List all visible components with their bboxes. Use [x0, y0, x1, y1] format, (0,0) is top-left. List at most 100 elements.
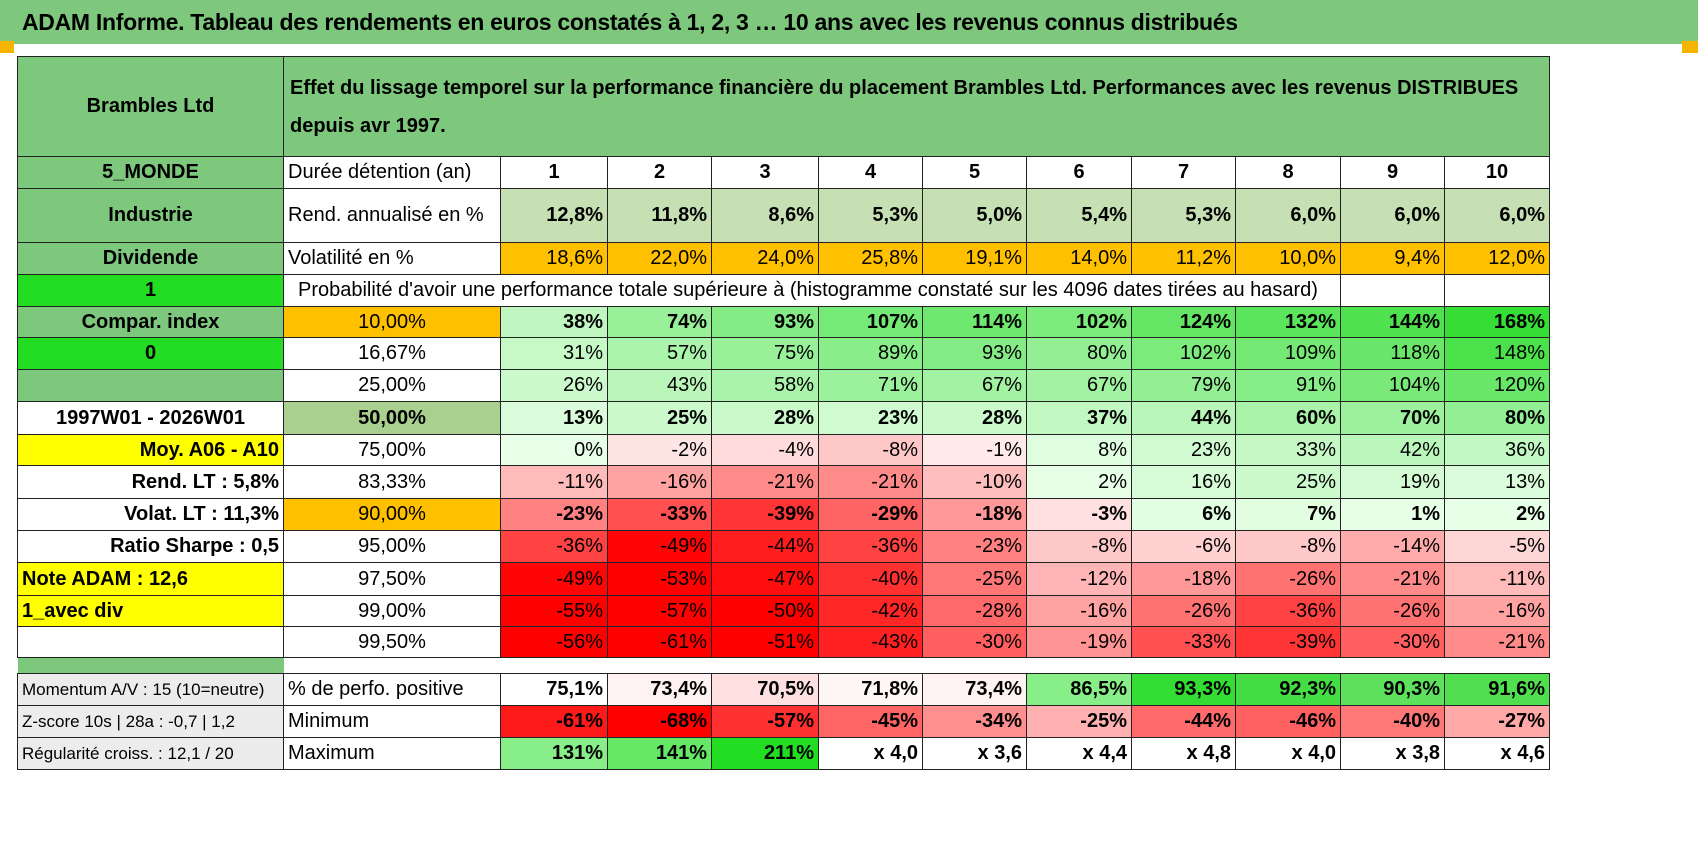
- quantile-cell: -57%: [607, 595, 712, 627]
- rend-cell: 5,4%: [1026, 188, 1132, 243]
- minimum-cell: -27%: [1444, 705, 1550, 738]
- year-cell: 10: [1444, 156, 1550, 189]
- positive-cell: 90,3%: [1340, 673, 1445, 706]
- year-cell: 5: [922, 156, 1027, 189]
- empty-cell: [1340, 274, 1445, 307]
- quantile-cell: 25%: [1235, 465, 1341, 499]
- positive-cell: 70,5%: [711, 673, 819, 706]
- quantile-cell: 89%: [818, 337, 923, 370]
- company-name: Brambles Ltd: [17, 56, 284, 157]
- positive-cell: 73,4%: [922, 673, 1027, 706]
- quantile-cell: 70%: [1340, 401, 1445, 435]
- quantile-cell: -29%: [818, 498, 923, 531]
- quantile-cell: -4%: [711, 434, 819, 466]
- rend-cell: 5,3%: [1131, 188, 1236, 243]
- volat-cell: 11,2%: [1131, 242, 1236, 275]
- performance-table: Brambles Ltd Effet du lissage temporel s…: [17, 56, 1550, 770]
- maximum-cell: x 4,4: [1026, 737, 1132, 770]
- quantile-cell: -33%: [607, 498, 712, 531]
- quantile-cell: 102%: [1026, 306, 1132, 338]
- rend-cell: 8,6%: [711, 188, 819, 243]
- rend-cell: 5,3%: [818, 188, 923, 243]
- quantile-cell: -42%: [818, 595, 923, 627]
- compar-index-label: Compar. index: [17, 306, 284, 338]
- quantile-cell: 28%: [922, 401, 1027, 435]
- quantile-cell: 13%: [500, 401, 608, 435]
- quantile-cell: 60%: [1235, 401, 1341, 435]
- volat-cell: 10,0%: [1235, 242, 1341, 275]
- left-empty: [17, 369, 284, 402]
- empty-cell: [1444, 274, 1550, 307]
- quantile-row: 0 16,67% 31% 57% 75% 89% 93% 80% 102% 109% 118% 148…: [17, 337, 1550, 370]
- quantile-cell: -30%: [1340, 626, 1445, 658]
- quantile-prob: 90,00%: [283, 498, 501, 531]
- maximum-label: Maximum: [283, 737, 501, 770]
- minimum-cell: -40%: [1340, 705, 1445, 738]
- quantile-cell: 2%: [1444, 498, 1550, 531]
- proba-label: Probabilité d'avoir une performance tota…: [283, 274, 1341, 307]
- positive-cell: 93,3%: [1131, 673, 1236, 706]
- quantile-cell: 102%: [1131, 337, 1236, 370]
- minimum-row: Z-score 10s | 28a : -0,7 | 1,2 Minimum -…: [17, 705, 1550, 738]
- quantile-prob: 25,00%: [283, 369, 501, 402]
- quantile-cell: 42%: [1340, 434, 1445, 466]
- report-title: ADAM Informe. Tableau des rendements en …: [22, 8, 1238, 35]
- quantile-cell: 71%: [818, 369, 923, 402]
- quantile-cell: -40%: [818, 562, 923, 596]
- flag-one: 1: [17, 274, 284, 307]
- minimum-cell: -44%: [1131, 705, 1236, 738]
- quantile-row: 1997W01 - 2026W01 50,00% 13% 25% 28% 23% 28% 37…: [17, 401, 1550, 435]
- quantile-cell: 120%: [1444, 369, 1550, 402]
- maximum-cell: x 3,6: [922, 737, 1027, 770]
- quantile-cell: 36%: [1444, 434, 1550, 466]
- positive-cell: 91,6%: [1444, 673, 1550, 706]
- quantile-cell: 93%: [711, 306, 819, 338]
- quantile-cell: 57%: [607, 337, 712, 370]
- maximum-cell: x 3,8: [1340, 737, 1445, 770]
- quantile-cell: -26%: [1340, 595, 1445, 627]
- quantile-row: Moy. A06 - A10 75,00% 0% -2% -4% -8% -1% 8% 23% 3…: [17, 434, 1550, 466]
- quantile-prob: 16,67%: [283, 337, 501, 370]
- quantile-cell: -49%: [607, 530, 712, 563]
- year-cell: 9: [1340, 156, 1445, 189]
- quantile-cell: -18%: [1131, 562, 1236, 596]
- maximum-cell: 141%: [607, 737, 712, 770]
- rend-cell: 12,8%: [500, 188, 608, 243]
- left-empty: [17, 626, 284, 658]
- quantile-cell: 31%: [500, 337, 608, 370]
- quantile-row: Compar. index 10,00% 38% 74% 93% 107% 114% 102%…: [17, 306, 1550, 338]
- quantile-row: Rend. LT : 5,8% 83,33% -11% -16% -21% -21% -10…: [17, 465, 1550, 499]
- positive-cell: 73,4%: [607, 673, 712, 706]
- quantile-cell: 58%: [711, 369, 819, 402]
- duration-label: Durée détention (an): [283, 156, 501, 189]
- quantile-prob: 83,33%: [283, 465, 501, 499]
- quantile-cell: -39%: [711, 498, 819, 531]
- quantile-cell: 1%: [1340, 498, 1445, 531]
- quantile-prob: 75,00%: [283, 434, 501, 466]
- quantile-cell: 75%: [711, 337, 819, 370]
- quantile-cell: 43%: [607, 369, 712, 402]
- quantile-cell: 33%: [1235, 434, 1341, 466]
- rend-cell: 6,0%: [1235, 188, 1341, 243]
- quantile-cell: -26%: [1235, 562, 1341, 596]
- volat-label: Volatilité en %: [283, 242, 501, 275]
- quantile-prob: 99,50%: [283, 626, 501, 658]
- region-label: 5_MONDE: [17, 156, 284, 189]
- quantile-cell: -2%: [607, 434, 712, 466]
- avec-div-label: 1_avec div: [17, 595, 284, 627]
- quantile-cell: -44%: [711, 530, 819, 563]
- quantile-cell: 25%: [607, 401, 712, 435]
- quantile-cell: -3%: [1026, 498, 1132, 531]
- quantile-prob: 50,00%: [283, 401, 501, 435]
- quantile-cell: -49%: [500, 562, 608, 596]
- zscore-label: Z-score 10s | 28a : -0,7 | 1,2: [17, 705, 284, 738]
- quantile-prob: 97,50%: [283, 562, 501, 596]
- quantile-cell: -51%: [711, 626, 819, 658]
- quantile-cell: 8%: [1026, 434, 1132, 466]
- quantile-cell: -8%: [818, 434, 923, 466]
- quantile-cell: -61%: [607, 626, 712, 658]
- quantile-cell: -16%: [1444, 595, 1550, 627]
- quantile-cell: -30%: [922, 626, 1027, 658]
- quantile-cell: 23%: [818, 401, 923, 435]
- quantile-row: 1_avec div 99,00% -55% -57% -50% -42% -28% -16%…: [17, 595, 1550, 627]
